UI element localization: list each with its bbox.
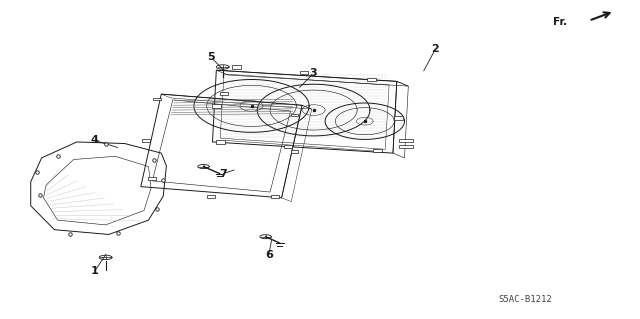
Text: 5: 5 bbox=[207, 52, 215, 63]
Bar bbox=[291, 114, 298, 116]
Bar bbox=[373, 149, 382, 152]
Text: 3: 3 bbox=[310, 68, 317, 78]
Bar bbox=[399, 145, 413, 148]
Bar bbox=[207, 195, 215, 198]
Text: 7: 7 bbox=[219, 169, 227, 179]
Bar bbox=[212, 104, 221, 108]
Text: 6: 6 bbox=[265, 250, 273, 260]
Text: 1: 1 bbox=[91, 266, 99, 276]
Bar bbox=[367, 78, 376, 81]
Bar bbox=[300, 71, 308, 74]
Text: S5AC-B1212: S5AC-B1212 bbox=[498, 295, 552, 304]
Bar bbox=[216, 140, 225, 144]
Bar bbox=[394, 116, 403, 120]
Bar bbox=[399, 139, 413, 142]
Bar bbox=[232, 65, 241, 69]
Text: Fr.: Fr. bbox=[553, 17, 567, 27]
Text: 4: 4 bbox=[91, 135, 99, 145]
Text: 2: 2 bbox=[431, 44, 439, 55]
Bar bbox=[220, 92, 228, 95]
Bar bbox=[153, 98, 161, 100]
Bar bbox=[148, 177, 156, 180]
Bar bbox=[271, 195, 279, 198]
Bar bbox=[142, 139, 150, 142]
Bar bbox=[284, 145, 292, 148]
Bar bbox=[291, 150, 298, 153]
